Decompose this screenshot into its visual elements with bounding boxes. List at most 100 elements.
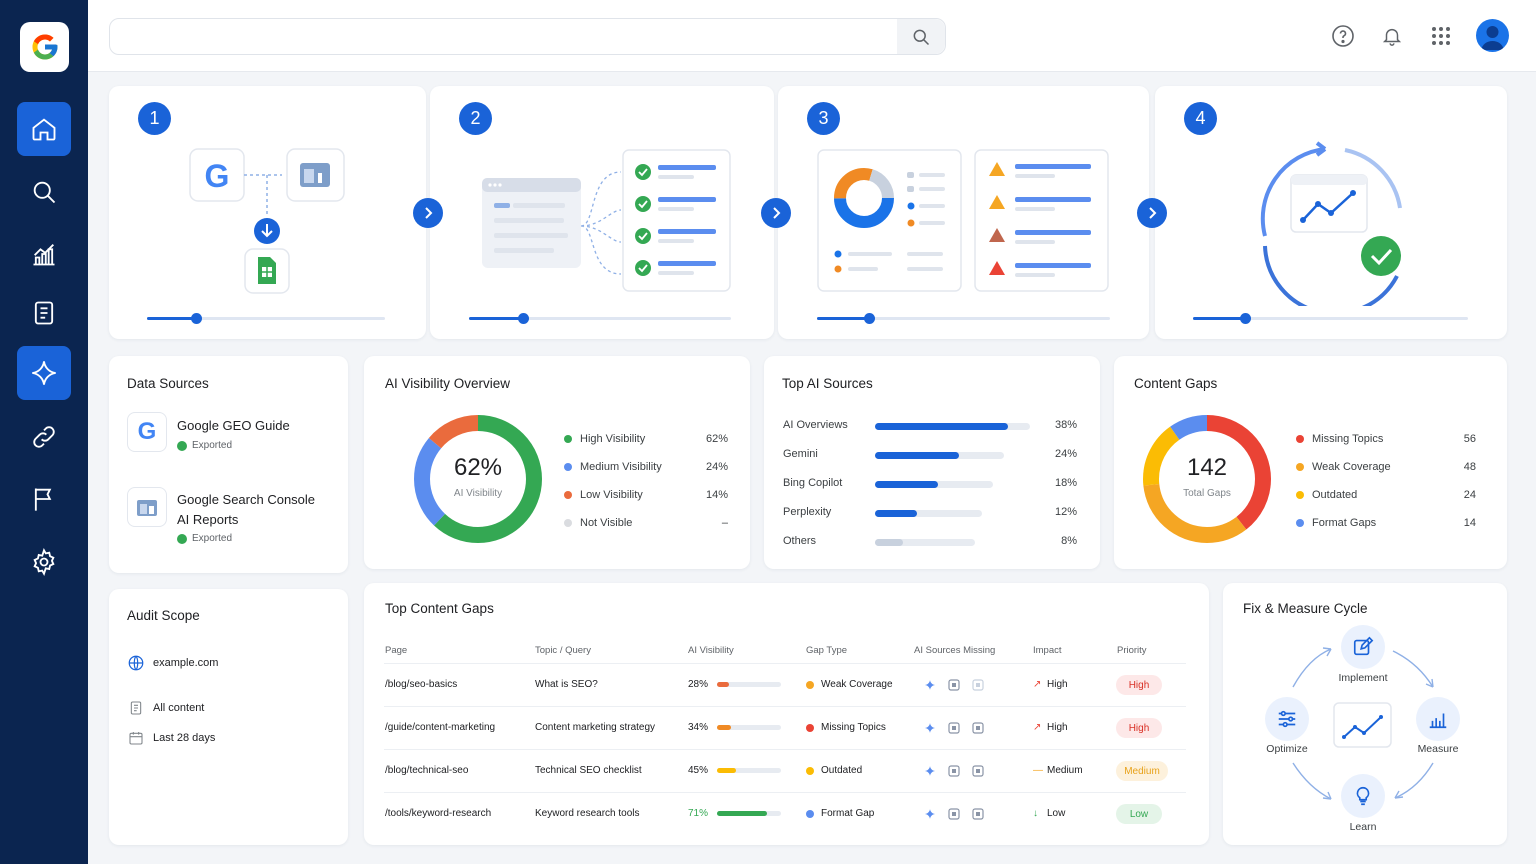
legend-item: Not Visible xyxy=(564,517,632,529)
visibility-bar xyxy=(717,768,781,773)
legend-dot xyxy=(564,519,572,527)
legend-label: Medium Visibility xyxy=(580,461,662,473)
gap-type-dot xyxy=(806,810,814,818)
visibility-bar-fill xyxy=(717,725,731,730)
donut-segment xyxy=(1143,415,1271,543)
search-icon xyxy=(913,29,930,45)
search-input[interactable] xyxy=(122,27,882,47)
step-number: 3 xyxy=(807,102,840,135)
cell-visibility: 28% xyxy=(688,679,709,690)
data-sources-card: Data Sources G Google GEO Guide Exported… xyxy=(109,356,348,573)
nav-home[interactable] xyxy=(17,102,71,156)
help-button[interactable] xyxy=(1329,22,1357,50)
search-bar[interactable] xyxy=(109,18,946,55)
step-number: 1 xyxy=(138,102,171,135)
row-divider xyxy=(384,706,1186,707)
cell-page[interactable]: /tools/keyword-research xyxy=(385,808,492,819)
content-gaps-donut-chart xyxy=(1143,415,1271,543)
perplexity-icon xyxy=(971,764,984,777)
step-card-1[interactable]: 1 G xyxy=(109,86,426,339)
legend-item: Weak Coverage xyxy=(1296,461,1391,473)
notifications-button[interactable] xyxy=(1378,22,1406,50)
next-step-button[interactable] xyxy=(1137,198,1167,228)
legend-item: Missing Topics xyxy=(1296,433,1383,445)
source-bar-fill xyxy=(875,510,917,517)
perplexity-icon xyxy=(971,721,984,734)
nav-ai[interactable] xyxy=(17,346,71,400)
step-card-2[interactable]: 2 xyxy=(430,86,774,339)
fix-measure-cycle-card: Fix & Measure Cycle Implement Optimize M… xyxy=(1223,583,1507,845)
step-progress xyxy=(1193,313,1468,324)
nav-search[interactable] xyxy=(17,165,71,219)
legend-item: Format Gaps xyxy=(1296,517,1376,529)
legend-label: Low Visibility xyxy=(580,489,643,501)
chevron-right-icon xyxy=(773,207,781,219)
optimize-label: Optimize xyxy=(1266,743,1308,755)
source-bar xyxy=(875,452,1004,459)
help-icon xyxy=(1332,25,1354,47)
copilot-icon xyxy=(947,678,960,691)
nav-settings[interactable] xyxy=(17,535,71,589)
gear-icon xyxy=(33,548,55,576)
audit-domain: example.com xyxy=(153,657,219,669)
source-bar-fill xyxy=(875,481,938,488)
avatar[interactable] xyxy=(1476,19,1509,52)
bar-chart-icon xyxy=(1429,713,1447,729)
sidebar xyxy=(0,0,88,864)
card-title: Top Content Gaps xyxy=(385,601,494,616)
next-step-button[interactable] xyxy=(413,198,443,228)
search-console-icon xyxy=(127,487,167,527)
table-row[interactable] xyxy=(364,665,1209,707)
legend-label: Weak Coverage xyxy=(1312,461,1391,473)
globe-icon xyxy=(128,655,144,671)
legend-dot xyxy=(1296,519,1304,527)
search-icon xyxy=(33,181,56,204)
legend-item: Low Visibility xyxy=(564,489,643,501)
cell-page[interactable]: /guide/content-marketing xyxy=(385,722,496,733)
copilot-icon xyxy=(947,721,960,734)
cell-impact: Low xyxy=(1047,808,1066,819)
apps-button[interactable] xyxy=(1427,22,1455,50)
impact-arrow-icon: — xyxy=(1033,765,1043,776)
learn-node[interactable] xyxy=(1341,774,1385,818)
optimize-node[interactable] xyxy=(1265,697,1309,741)
sparkle-icon xyxy=(923,764,936,777)
gap-type-dot xyxy=(806,767,814,775)
cell-page[interactable]: /blog/technical-seo xyxy=(385,765,469,776)
nav-analytics[interactable] xyxy=(17,227,71,281)
column-header: Gap Type xyxy=(806,645,848,656)
flag-icon xyxy=(34,488,52,511)
chevron-right-icon xyxy=(1149,207,1157,219)
cell-topic: Technical SEO checklist xyxy=(535,765,642,776)
nav-links[interactable] xyxy=(17,410,71,464)
legend-item: Outdated xyxy=(1296,489,1357,501)
chart-icon xyxy=(33,244,55,266)
lightbulb-icon xyxy=(1356,786,1370,806)
step-card-3[interactable]: 3 xyxy=(778,86,1149,339)
search-button[interactable] xyxy=(897,19,945,54)
cell-page[interactable]: /blog/seo-basics xyxy=(385,679,458,690)
legend-value: 48 xyxy=(1463,461,1476,473)
edit-icon xyxy=(1353,636,1374,656)
legend-dot xyxy=(564,463,572,471)
step-card-4[interactable]: 4 xyxy=(1155,86,1507,339)
next-step-button[interactable] xyxy=(761,198,791,228)
legend-value: 24 xyxy=(1463,489,1476,501)
google-g-icon xyxy=(32,34,57,60)
legend-dot xyxy=(564,491,572,499)
nav-flags[interactable] xyxy=(17,472,71,526)
bell-icon xyxy=(1382,28,1402,46)
legend-value: 24% xyxy=(705,461,728,473)
card-title: Content Gaps xyxy=(1134,376,1218,391)
column-header: AI Sources Missing xyxy=(914,645,996,656)
google-logo[interactable] xyxy=(20,22,69,72)
nav-reports[interactable] xyxy=(17,286,71,340)
source-value: 18% xyxy=(1054,477,1077,489)
measure-node[interactable] xyxy=(1416,697,1460,741)
source-name: Google GEO Guide xyxy=(177,418,290,433)
perplexity-icon xyxy=(971,807,984,820)
implement-node[interactable] xyxy=(1341,625,1385,669)
source-label: Others xyxy=(783,535,817,547)
card-title: AI Visibility Overview xyxy=(385,376,511,391)
source-value: 12% xyxy=(1054,506,1077,518)
